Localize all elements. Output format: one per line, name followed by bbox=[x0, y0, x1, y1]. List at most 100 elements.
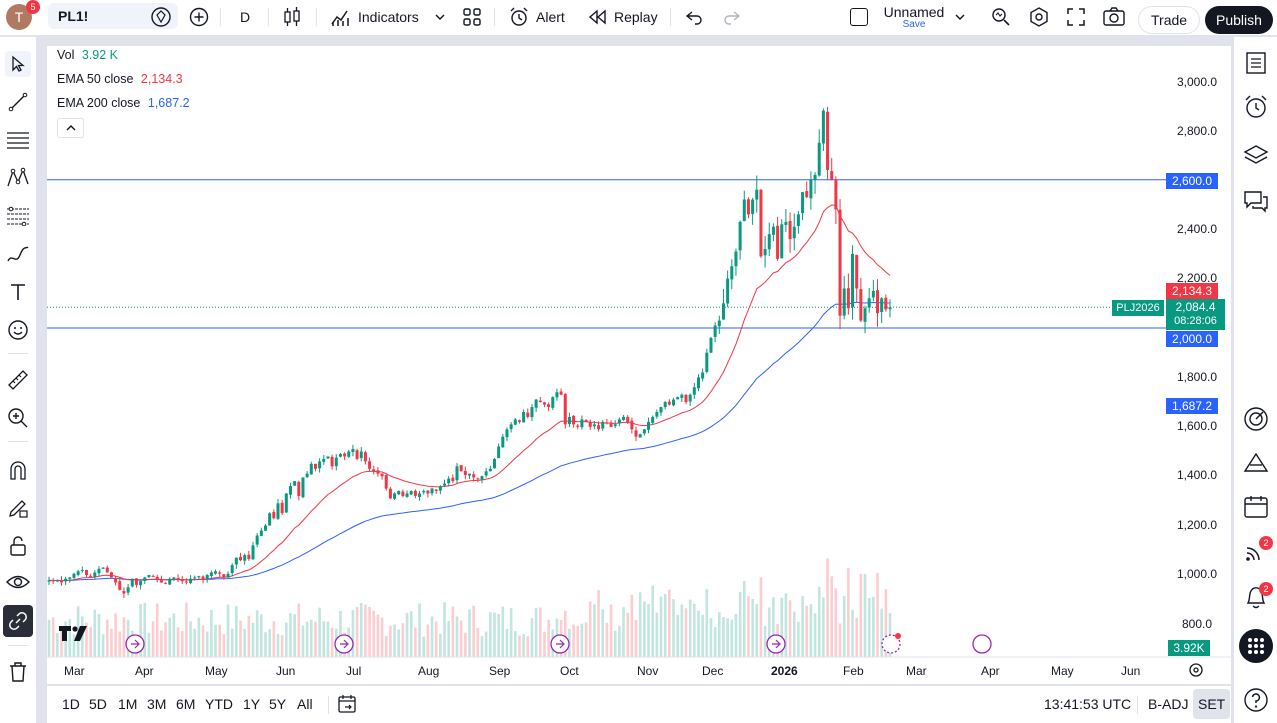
volume-bar bbox=[393, 624, 396, 657]
ema50-legend-label: EMA 50 close bbox=[57, 72, 134, 86]
ema50-legend[interactable]: EMA 50 close 2,134.3 bbox=[57, 72, 183, 86]
help-icon[interactable] bbox=[1242, 686, 1270, 714]
candles-icon[interactable] bbox=[282, 0, 302, 34]
layers-icon[interactable] bbox=[1242, 141, 1270, 169]
collapse-legend-button[interactable] bbox=[57, 118, 84, 138]
candle-body bbox=[105, 567, 109, 573]
apps-grid-icon[interactable] bbox=[1239, 629, 1273, 663]
volume-bar bbox=[530, 618, 534, 657]
redo-icon[interactable] bbox=[722, 0, 742, 34]
volume-bar bbox=[239, 620, 242, 657]
undo-icon[interactable] bbox=[684, 0, 704, 34]
volume-bar bbox=[851, 609, 854, 657]
horizontal-lines-icon[interactable] bbox=[5, 127, 31, 153]
candle-body bbox=[630, 420, 634, 430]
chart-canvas[interactable] bbox=[47, 46, 1231, 684]
candle-body bbox=[855, 255, 859, 289]
volume-bar bbox=[172, 613, 176, 657]
templates-icon[interactable] bbox=[462, 0, 482, 34]
candle-body bbox=[717, 320, 721, 327]
add-symbol-icon[interactable] bbox=[188, 0, 210, 34]
volume-bar bbox=[235, 606, 238, 657]
pattern-icon[interactable] bbox=[5, 165, 31, 191]
tradingview-logo[interactable] bbox=[59, 626, 91, 647]
zoom-in-icon[interactable] bbox=[5, 405, 31, 431]
text-tool-icon[interactable] bbox=[5, 279, 31, 305]
volume-bar bbox=[85, 622, 88, 657]
trend-line-icon[interactable] bbox=[5, 89, 31, 115]
quick-search-icon[interactable] bbox=[990, 0, 1012, 34]
hline-2600-tag[interactable]: 2,600.0 bbox=[1166, 173, 1218, 189]
volume-legend[interactable]: Vol 3.92 K bbox=[57, 48, 118, 62]
range-3m[interactable]: 3M bbox=[147, 696, 167, 712]
range-1d[interactable]: 1D bbox=[62, 696, 80, 712]
alerts-clock-icon[interactable] bbox=[1242, 93, 1270, 121]
volume-bar bbox=[580, 623, 584, 657]
emoji-icon[interactable] bbox=[5, 317, 31, 343]
brush-icon[interactable] bbox=[5, 241, 31, 267]
alert-button[interactable]: Alert bbox=[508, 0, 565, 34]
candle-body bbox=[638, 434, 642, 438]
eye-icon[interactable] bbox=[5, 569, 31, 595]
interval-button[interactable]: D bbox=[240, 9, 251, 25]
candle-body bbox=[338, 453, 342, 457]
pencil-lock-icon[interactable] bbox=[5, 495, 31, 521]
publish-button[interactable]: Publish bbox=[1205, 3, 1273, 37]
session-toggle[interactable]: SET bbox=[1193, 689, 1231, 719]
range-5d[interactable]: 5D bbox=[89, 696, 107, 712]
price-tick: 1,800.0 bbox=[1176, 370, 1218, 384]
layout-name-button[interactable]: Unnamed Save bbox=[880, 0, 948, 34]
adjustment-toggle[interactable]: B-ADJ bbox=[1148, 696, 1189, 712]
signal-icon[interactable] bbox=[1242, 537, 1270, 565]
cursor-icon[interactable] bbox=[5, 51, 31, 77]
ema200-legend[interactable]: EMA 200 close 1,687.2 bbox=[57, 96, 190, 110]
target-icon[interactable] bbox=[1242, 405, 1270, 433]
candle-body bbox=[809, 179, 813, 199]
candle-body bbox=[505, 429, 509, 438]
trade-button[interactable]: Trade bbox=[1138, 3, 1201, 37]
candle-body bbox=[846, 288, 850, 309]
calendar-icon[interactable] bbox=[1242, 493, 1270, 521]
ideas-icon[interactable] bbox=[1242, 449, 1270, 477]
goto-date-icon[interactable] bbox=[337, 686, 357, 722]
watchlist-icon[interactable] bbox=[1242, 49, 1270, 77]
chart-pane[interactable]: Vol 3.92 K EMA 50 close 2,134.3 EMA 200 … bbox=[47, 46, 1231, 684]
candle-body bbox=[293, 481, 297, 486]
compare-icon[interactable] bbox=[150, 0, 172, 34]
range-5y[interactable]: 5Y bbox=[269, 696, 287, 712]
replay-button[interactable]: Replay bbox=[588, 0, 658, 34]
range-1y[interactable]: 1Y bbox=[243, 696, 261, 712]
camera-icon[interactable] bbox=[1102, 0, 1126, 34]
range-all[interactable]: All bbox=[297, 696, 313, 712]
hline-2000-tag[interactable]: 2,000.0 bbox=[1166, 331, 1218, 347]
notification-bell-icon[interactable] bbox=[1242, 583, 1270, 611]
candle-body bbox=[796, 214, 800, 227]
trash-icon[interactable] bbox=[5, 659, 31, 685]
candle-body bbox=[447, 478, 451, 484]
utc-clock[interactable]: 13:41:53 UTC bbox=[1044, 696, 1132, 712]
range-ytd[interactable]: YTD bbox=[205, 696, 233, 712]
link-icon[interactable] bbox=[3, 605, 33, 637]
range-6m[interactable]: 6M bbox=[176, 696, 196, 712]
volume-bar bbox=[738, 591, 742, 657]
volume-bar bbox=[81, 616, 84, 657]
range-1m[interactable]: 1M bbox=[118, 696, 138, 712]
indicators-button[interactable]: Indicators bbox=[330, 0, 419, 34]
candle-body bbox=[617, 419, 621, 424]
fullscreen-icon[interactable] bbox=[1066, 0, 1086, 34]
magnet-icon[interactable] bbox=[5, 457, 31, 483]
layout-chevron-icon[interactable] bbox=[954, 0, 966, 34]
volume-bar bbox=[501, 606, 505, 657]
volume-bar bbox=[426, 624, 430, 657]
axis-settings-icon[interactable] bbox=[1188, 662, 1204, 683]
settings-icon[interactable] bbox=[1028, 0, 1050, 34]
chevron-down-icon[interactable] bbox=[434, 0, 446, 34]
ruler-icon[interactable] bbox=[5, 367, 31, 393]
fib-retracement-icon[interactable] bbox=[5, 203, 31, 229]
lock-icon[interactable] bbox=[5, 533, 31, 559]
chat-icon[interactable] bbox=[1242, 187, 1270, 215]
ema200-legend-label: EMA 200 close bbox=[57, 96, 141, 110]
layout-checkbox-icon[interactable] bbox=[850, 0, 868, 34]
candle-body bbox=[755, 189, 759, 200]
volume-bar bbox=[309, 619, 313, 657]
